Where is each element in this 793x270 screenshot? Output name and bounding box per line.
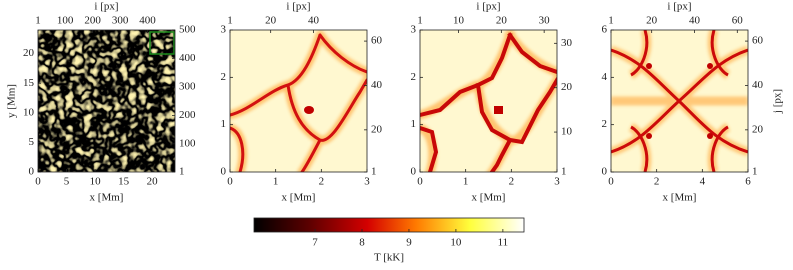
plot-frame	[37, 29, 176, 173]
y2-tick-label: 300	[179, 80, 196, 92]
x-tick-label: 0	[608, 176, 614, 188]
x2-tick-label: 300	[112, 15, 129, 27]
y-tick-label: 1	[221, 118, 227, 130]
x-tick-label: 4	[700, 176, 706, 188]
x2-tick-label: 100	[57, 15, 74, 27]
x-tick-label: 3	[364, 176, 370, 188]
y-tick-label: 2	[602, 118, 608, 130]
x2-tick-label: 20	[265, 15, 277, 27]
x2-tick-label: 1	[227, 15, 233, 27]
x2-tick-label: 1	[35, 15, 41, 27]
x-tick-label: 5	[64, 176, 70, 188]
x2-tick-label: 40	[308, 15, 320, 27]
colorbar	[253, 217, 525, 233]
x-tick-label: 0	[227, 176, 233, 188]
x-tick-label: 3	[554, 176, 560, 188]
y2-tick-label: 40	[752, 79, 764, 91]
y2-tick-label: 60	[371, 35, 383, 47]
x-tick-label: 2	[509, 176, 515, 188]
y2-tick-label: 100	[179, 137, 196, 149]
y-tick-label: 2	[221, 71, 227, 83]
y-tick-label: 20	[23, 47, 35, 59]
y2-tick-label: 500	[179, 24, 196, 36]
y-tick-label: 15	[23, 77, 35, 89]
y-tick-label: 3	[411, 24, 417, 36]
plot-frame	[229, 29, 368, 173]
x2-tick-label: 20	[496, 15, 508, 27]
x-axis-label: x [Mm]	[472, 192, 506, 204]
y-tick-label: 10	[23, 106, 35, 118]
x-tick-label: 10	[90, 176, 102, 188]
y2-tick-label: 200	[179, 109, 196, 121]
y-tick-label: 1	[411, 118, 417, 130]
x2-tick-label: 30	[539, 15, 551, 27]
x-tick-label: 1	[463, 176, 469, 188]
y2-tick-label: 1	[561, 166, 567, 178]
plot-frame	[419, 29, 558, 173]
x2-tick-label: 1	[608, 15, 614, 27]
x-axis-label: x [Mm]	[90, 192, 124, 204]
y-tick-label: 5	[29, 136, 35, 148]
y2-tick-label: 30	[561, 37, 573, 49]
y2-tick-label: 10	[561, 126, 573, 138]
x-tick-label: 0	[35, 176, 41, 188]
x2-tick-label: 60	[732, 15, 744, 27]
plot-frame	[610, 29, 749, 173]
x-axis-label: x [Mm]	[282, 192, 316, 204]
heatmap-image	[38, 30, 175, 172]
y2-tick-label: 1	[752, 166, 758, 178]
y-tick-label: 0	[29, 166, 35, 178]
x-tick-label: 2	[319, 176, 325, 188]
x2-axis-label: i [px]	[94, 1, 118, 13]
colorbar-label: T [kK]	[374, 252, 404, 264]
x-tick-label: 15	[118, 176, 130, 188]
x-axis-label: x [Mm]	[663, 192, 697, 204]
colorbar-tick-label: 11	[498, 237, 509, 249]
y-tick-label: 0	[411, 166, 417, 178]
y2-tick-label: 20	[752, 123, 764, 135]
heatmap-image	[230, 30, 367, 172]
y-tick-label: 3	[221, 24, 227, 36]
colorbar-tick-label: 9	[406, 237, 412, 249]
x-tick-label: 6	[745, 176, 751, 188]
y-tick-label: 0	[602, 166, 608, 178]
y-tick-label: 6	[602, 24, 608, 36]
x2-axis-label: i [px]	[286, 1, 310, 13]
x2-axis-label: i [px]	[667, 1, 691, 13]
y2-axis-label: j [px]	[772, 89, 784, 114]
colorbar-tick-label: 10	[450, 237, 462, 249]
x2-tick-label: 200	[84, 15, 101, 27]
y2-tick-label: 400	[179, 52, 196, 64]
y2-tick-label: 1	[179, 166, 185, 178]
x2-tick-label: 10	[453, 15, 465, 27]
heatmap-image	[611, 30, 748, 172]
y2-tick-label: 20	[371, 123, 383, 135]
y2-tick-label: 40	[371, 79, 383, 91]
y2-tick-label: 60	[752, 35, 764, 47]
y2-tick-label: 20	[561, 81, 573, 93]
x-tick-label: 2	[654, 176, 660, 188]
x-tick-label: 0	[417, 176, 423, 188]
heatmap-image	[420, 30, 557, 172]
colorbar-tick-label: 8	[359, 237, 365, 249]
colorbar-tick-label: 7	[312, 237, 318, 249]
y-axis-label: y [Mm]	[6, 84, 18, 118]
x2-axis-label: i [px]	[476, 1, 500, 13]
x2-tick-label: 40	[689, 15, 701, 27]
x2-tick-label: 1	[417, 15, 423, 27]
x-tick-label: 1	[273, 176, 279, 188]
y2-tick-label: 1	[371, 166, 377, 178]
y-tick-label: 0	[221, 166, 227, 178]
x2-tick-label: 400	[139, 15, 156, 27]
x-tick-label: 20	[147, 176, 159, 188]
y-tick-label: 4	[602, 71, 608, 83]
x2-tick-label: 20	[646, 15, 658, 27]
y-tick-label: 2	[411, 71, 417, 83]
